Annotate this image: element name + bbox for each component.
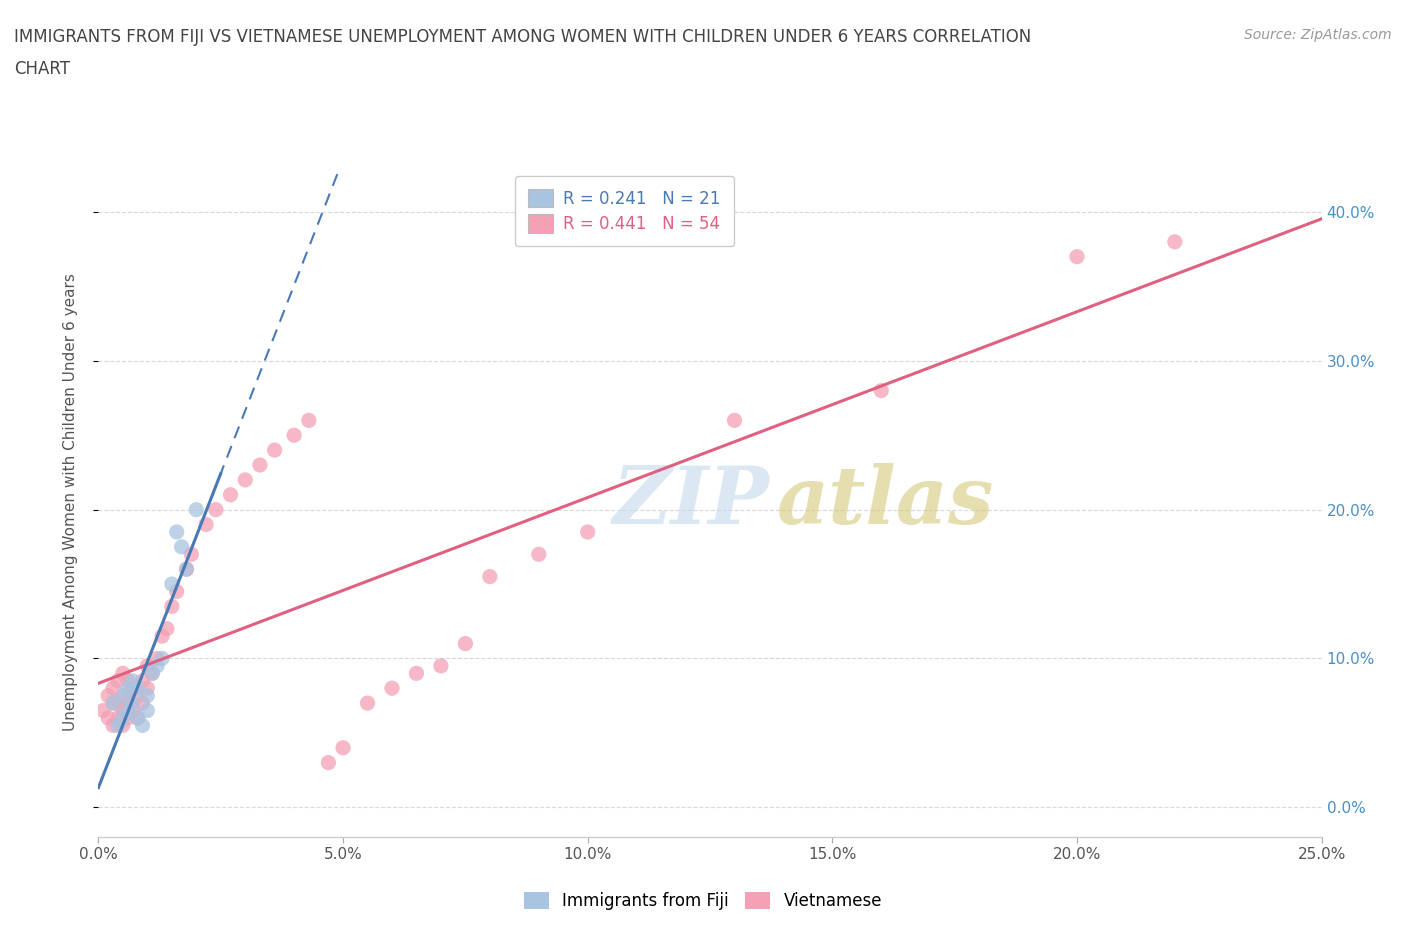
Text: ZIP: ZIP (612, 463, 769, 541)
Point (107, 673, 129, 688)
Point (136, 688, 159, 703)
Point (111, 718, 134, 733)
Point (166, 525, 188, 539)
Point (381, 681, 404, 696)
Text: Source: ZipAtlas.com: Source: ZipAtlas.com (1244, 28, 1392, 42)
Point (111, 688, 134, 703)
Point (136, 658, 159, 673)
Point (146, 651, 169, 666)
Point (136, 681, 159, 696)
Point (111, 666, 134, 681)
Point (233, 472, 256, 487)
Point (527, 547, 550, 562)
Legend: R = 0.241   N = 21, R = 0.441   N = 54: R = 0.241 N = 21, R = 0.441 N = 54 (515, 176, 734, 246)
Point (356, 696, 378, 711)
Legend: Immigrants from Fiji, Vietnamese: Immigrants from Fiji, Vietnamese (517, 885, 889, 917)
Point (219, 487, 242, 502)
Point (127, 711, 149, 725)
Point (121, 703, 143, 718)
Point (141, 666, 163, 681)
Point (111, 711, 134, 725)
Point (1164, 234, 1187, 249)
Point (870, 383, 893, 398)
Point (117, 673, 139, 688)
Point (107, 718, 129, 733)
Point (283, 428, 305, 443)
Point (97, 688, 120, 703)
Point (249, 458, 271, 472)
Point (117, 711, 139, 725)
Point (121, 696, 143, 711)
Point (263, 443, 285, 458)
Point (176, 562, 198, 577)
Point (170, 539, 193, 554)
Point (454, 636, 477, 651)
Point (127, 681, 149, 696)
Point (117, 703, 139, 718)
Point (205, 502, 228, 517)
Point (156, 621, 179, 636)
Point (150, 651, 173, 666)
Point (150, 629, 173, 644)
Point (576, 525, 599, 539)
Point (176, 562, 198, 577)
Point (405, 666, 427, 681)
Point (146, 658, 169, 673)
Y-axis label: Unemployment Among Women with Children Under 6 years: Unemployment Among Women with Children U… (63, 273, 77, 731)
Point (117, 681, 139, 696)
Point (101, 696, 124, 711)
Point (160, 599, 183, 614)
Point (97, 711, 120, 725)
Point (332, 740, 354, 755)
Point (131, 718, 153, 733)
Point (136, 703, 159, 718)
Point (160, 577, 183, 591)
Point (1066, 249, 1088, 264)
Point (111, 688, 134, 703)
Point (478, 569, 501, 584)
Point (723, 413, 745, 428)
Point (101, 681, 124, 696)
Text: atlas: atlas (778, 463, 994, 541)
Point (111, 703, 134, 718)
Point (131, 696, 153, 711)
Point (121, 681, 143, 696)
Point (117, 696, 139, 711)
Text: CHART: CHART (14, 60, 70, 78)
Point (195, 517, 218, 532)
Point (91, 703, 114, 718)
Point (298, 413, 321, 428)
Point (186, 502, 208, 517)
Point (318, 755, 340, 770)
Point (107, 711, 129, 725)
Point (107, 696, 129, 711)
Point (127, 688, 149, 703)
Point (141, 666, 163, 681)
Point (127, 711, 149, 725)
Point (166, 584, 188, 599)
Point (101, 696, 124, 711)
Point (430, 658, 453, 673)
Point (101, 718, 124, 733)
Point (180, 547, 202, 562)
Point (131, 673, 153, 688)
Text: IMMIGRANTS FROM FIJI VS VIETNAMESE UNEMPLOYMENT AMONG WOMEN WITH CHILDREN UNDER : IMMIGRANTS FROM FIJI VS VIETNAMESE UNEMP… (14, 28, 1032, 46)
Point (121, 673, 143, 688)
